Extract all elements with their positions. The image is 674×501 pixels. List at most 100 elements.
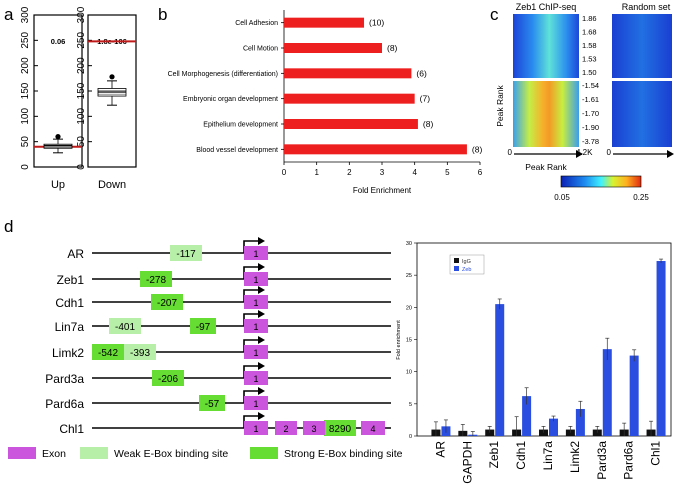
exon-box: [244, 246, 268, 260]
panel-c-heatmap: Zeb1 ChIP-seq Random set Peak Rank 0 4.2…: [495, 2, 674, 202]
heatmap-upper-value: 1.58: [582, 41, 597, 50]
heatmap-title-zeb1: Zeb1 ChIP-seq: [516, 2, 577, 12]
exon-label: 2: [283, 424, 288, 434]
ebox-site-label: -97: [196, 322, 211, 333]
b-bar-count: (8): [387, 43, 398, 53]
exon-label: 1: [253, 249, 258, 259]
tss-arrowhead: [258, 412, 265, 420]
exon-box: [303, 421, 325, 435]
c-ylabel: Peak Rank: [495, 84, 505, 126]
a-ytick-label-left: 50: [20, 136, 31, 148]
legend-label-weak: Weak E-Box binding site: [114, 448, 228, 460]
c-axis-end-left: 4.2K: [576, 148, 593, 157]
panel-d-bar-chart: Fold enrichment IgG Zeb 0 5 10 15 20 25 30 AR GA…: [396, 241, 672, 484]
d-legend-swatch-zeb: [454, 266, 459, 271]
legend-label-strong: Strong E-Box binding site: [284, 448, 403, 460]
exon-label: 1: [253, 348, 258, 358]
heatmap-lower-value: -3.78: [582, 137, 599, 146]
exon-label: 1: [253, 374, 258, 384]
b-xtick-label: 2: [347, 168, 352, 177]
heatmap-lower-value: -1.54: [582, 81, 599, 90]
d-bar-zeb: [549, 418, 558, 436]
d-category-label: Chl1: [649, 441, 663, 466]
d-bar-zeb: [629, 355, 639, 436]
a-ytick-label-left: 300: [20, 6, 31, 23]
box-label-down: Down: [98, 179, 126, 191]
tss-arrowhead: [258, 310, 265, 318]
b-bar: [284, 119, 418, 129]
exon-label: 4: [370, 424, 375, 434]
b-category-label: Cell Motion: [243, 46, 278, 53]
ebox-site-strong: [152, 370, 184, 386]
b-bar-count: (6): [416, 68, 427, 78]
exon-box: [244, 371, 268, 385]
c-arrowhead-left: [576, 150, 583, 158]
tss-arrowhead: [258, 387, 265, 395]
heatmap-title-random: Random set: [622, 2, 671, 12]
d-legend-label-igg: IgG: [462, 259, 471, 265]
b-category-label: Epithelium development: [203, 122, 278, 129]
b-category-label: Cell Morphogenesis (differentiation): [168, 71, 278, 78]
ebox-site-strong: [199, 395, 225, 411]
d-bar-zeb: [656, 261, 666, 436]
ebox-site-strong: [151, 294, 183, 310]
a-ytick-label-right: 200: [76, 57, 87, 74]
gene-name: Pard6a: [45, 397, 84, 411]
exon-box: [244, 345, 268, 359]
tss-arrowhead: [258, 362, 265, 370]
ebox-site-label: -206: [158, 374, 178, 385]
d-bar-zeb: [522, 396, 532, 436]
d-category-label: Limk2: [568, 441, 582, 473]
b-xtick-label: 6: [478, 168, 483, 177]
b-bar-count: (8): [423, 119, 434, 129]
ebox-site-label: -401: [115, 322, 135, 333]
a-ytick-label-left: 200: [20, 57, 31, 74]
gene-name: Cdh1: [55, 296, 84, 310]
b-bar-count: (10): [369, 18, 384, 28]
d-category-label: GAPDH: [460, 441, 474, 484]
outlier-point: [55, 134, 61, 140]
b-xtick-label: 1: [314, 168, 319, 177]
c-axis-start-right: 0: [607, 148, 612, 157]
a-ytick-label-right: 100: [76, 108, 87, 125]
ebox-site-label: -117: [176, 249, 196, 260]
heatmap-zeb1-upper: [513, 14, 579, 78]
b-xtick-label: 4: [412, 168, 417, 177]
b-bar: [284, 144, 467, 155]
b-category-label: Cell Adhesion: [235, 20, 278, 27]
ebox-site-label: -57: [205, 399, 220, 410]
exon-box: [361, 421, 385, 435]
ebox-site-label: -542: [98, 348, 118, 359]
exon-label: 1: [253, 424, 258, 434]
d-category-label: Zeb1: [487, 441, 501, 469]
d-ytick-label: 5: [409, 402, 412, 408]
ebox-site-strong: [190, 318, 216, 334]
panel-b-bar-chart: Fold Enrichment 0 1 2 3 4 5 6 Cell Adhesion (10)…: [168, 10, 483, 195]
ebox-site-weak: [124, 344, 156, 360]
heatmap-upper-value: 1.53: [582, 55, 597, 64]
gene-name: Limk2: [52, 346, 84, 360]
d-bar-zeb: [602, 349, 612, 436]
d-ytick-label: 30: [406, 241, 412, 247]
ebox-site-weak: [170, 245, 202, 261]
heatmap-upper-value: 1.68: [582, 28, 597, 37]
d-bar-zeb: [575, 408, 585, 436]
d-ytick-label: 0: [409, 434, 412, 440]
exon-label: 3: [311, 424, 316, 434]
pvalue-up: 0.06: [51, 37, 66, 46]
heatmap-zeb1-lower: [513, 81, 579, 147]
panel-d-promoter-map: AR 1 -117 Zeb1 1 -278 Cdh1 1 -207 Lin7a 1 -401 -97 Li…: [8, 237, 403, 460]
heatmap-lower-value: -1.90: [582, 123, 599, 132]
d-ylabel: Fold enrichment: [396, 320, 402, 360]
panel-label-b: b: [158, 5, 167, 24]
gene-name: Lin7a: [55, 320, 85, 334]
d-bar-zeb: [495, 304, 505, 436]
exon-label: 1: [253, 322, 258, 332]
a-ytick-label-right: 300: [76, 6, 87, 23]
b-xtick-label: 0: [282, 168, 287, 177]
d-category-label: Cdh1: [514, 441, 528, 470]
a-ytick-label-left: 0: [20, 164, 31, 170]
tss-arrowhead: [258, 286, 265, 294]
colorbar-min: 0.05: [554, 193, 570, 202]
